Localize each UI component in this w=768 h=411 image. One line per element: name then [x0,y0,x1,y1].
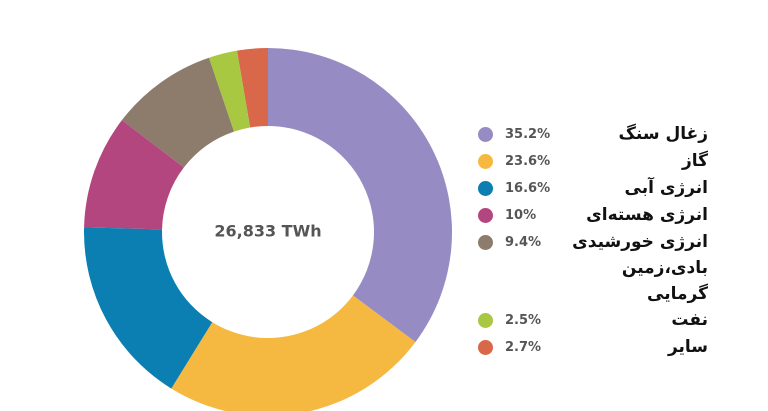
legend-swatch [478,235,493,250]
donut-segment [208,50,251,132]
legend-item: 16.6% انرژی آبی [478,175,708,202]
legend-swatch [478,208,493,223]
legend-item: 9.4% انرژی خورشیدی بادی،زمین گرمایی [478,229,708,307]
legend-item: 2.7% سایر [478,334,708,361]
legend-value: 9.4% [505,235,542,250]
legend-label: انرژی خورشیدی بادی،زمین گرمایی [572,232,708,304]
legend-swatch [478,154,493,169]
legend-item: 23.6% گاز [478,148,708,175]
donut-segment [121,57,234,168]
legend-swatch [478,181,493,196]
donut-segment [84,120,184,230]
legend-label: انرژی هسته‌ای [586,205,708,225]
legend-label: گاز [681,151,708,171]
donut-segment [84,227,213,389]
legend-value: 2.5% [505,313,542,328]
donut-segment [236,48,268,128]
donut-segment [268,48,452,343]
legend-value: 2.7% [505,340,542,355]
donut-segment [171,295,416,411]
legend-label: زغال سنگ [618,124,708,144]
legend-label: سایر [667,337,708,357]
legend-swatch [478,340,493,355]
legend-item: 35.2% زغال سنگ [478,121,708,148]
center-label: 26,833 TWh [214,222,321,241]
legend-value: 35.2% [505,127,551,142]
legend-label: نفت [671,310,708,330]
legend-item: 2.5% نفت [478,307,708,334]
legend-swatch [478,313,493,328]
legend-value: 16.6% [505,181,551,196]
legend-value: 10% [505,208,537,223]
legend-swatch [478,127,493,142]
legend: 35.2% زغال سنگ 23.6% گاز 16.6% انرژی آبی 10% ان… [478,121,708,361]
legend-item: 10% انرژی هسته‌ای [478,202,708,229]
legend-value: 23.6% [505,154,551,169]
legend-label: انرژی آبی [624,178,708,198]
